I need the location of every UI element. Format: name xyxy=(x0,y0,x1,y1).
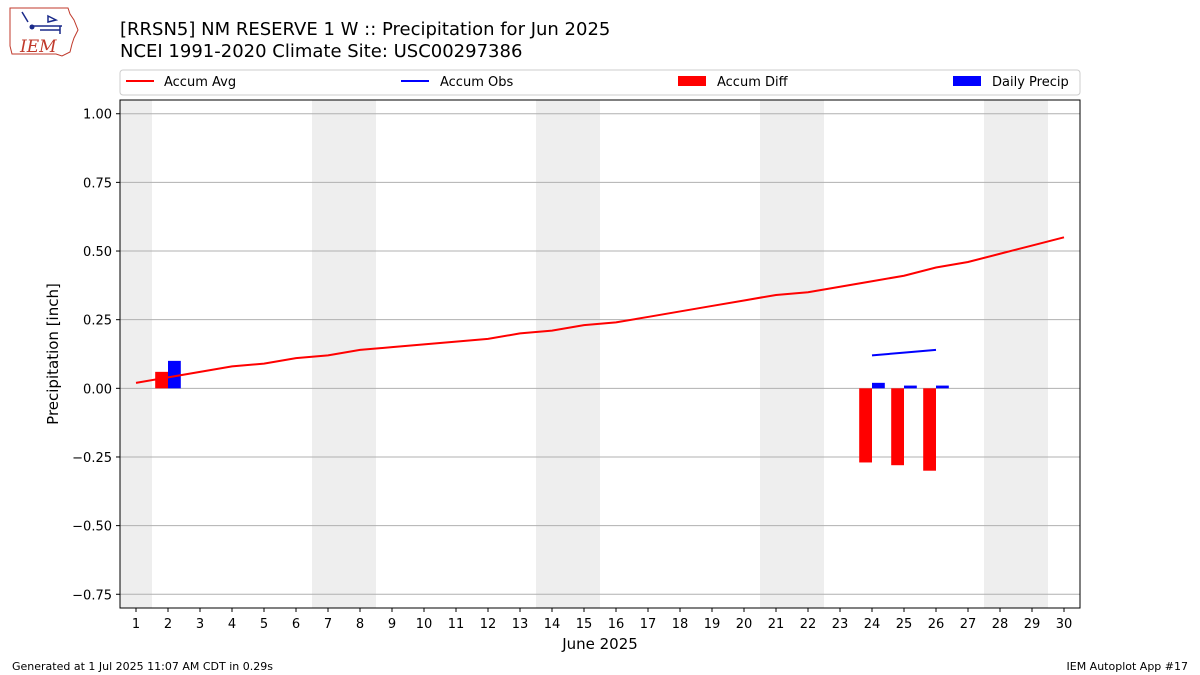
weekend-band xyxy=(536,100,600,608)
y-tick-label: 0.00 xyxy=(83,382,112,397)
weekend-band xyxy=(312,100,376,608)
weather-icon xyxy=(21,11,62,34)
logo-text: IEM xyxy=(19,37,57,57)
legend-label-daily-precip: Daily Precip xyxy=(992,75,1069,90)
daily-precip-bar xyxy=(168,360,181,389)
x-axis: 1 2 3 4 5 6 7 8 9 10 11 12 13 14 15 16 17 18 19 20 21 22 23 24 2… xyxy=(132,608,1072,632)
x-tick-label: 4 xyxy=(228,617,236,632)
legend-swatch-accum-diff xyxy=(678,76,706,86)
accum-obs-line xyxy=(871,348,937,357)
x-tick-label: 18 xyxy=(672,617,689,632)
accum-diff-bar xyxy=(891,388,904,466)
weekend-bands xyxy=(120,100,1048,608)
x-tick-label: 22 xyxy=(800,617,817,632)
y-tick-label: 0.75 xyxy=(83,176,112,191)
x-tick-label: 15 xyxy=(576,617,593,632)
chart-title-line2: NCEI 1991-2020 Climate Site: USC00297386 xyxy=(120,41,522,62)
x-tick-label: 8 xyxy=(356,617,364,632)
x-tick-label: 23 xyxy=(832,617,849,632)
x-tick-label: 13 xyxy=(512,617,529,632)
x-tick-label: 17 xyxy=(640,617,657,632)
x-tick-label: 30 xyxy=(1056,617,1073,632)
y-tick-label: 0.50 xyxy=(83,245,112,260)
legend-frame xyxy=(119,69,1081,96)
x-tick-label: 28 xyxy=(992,617,1009,632)
x-tick-label: 26 xyxy=(928,617,945,632)
x-tick-label: 19 xyxy=(704,617,721,632)
x-tick-label: 14 xyxy=(544,617,561,632)
series-lines xyxy=(135,236,1065,384)
y-tick-label: 0.25 xyxy=(83,314,112,329)
weekend-band xyxy=(120,100,152,608)
x-tick-label: 12 xyxy=(480,617,497,632)
x-axis-label: June 2025 xyxy=(561,635,638,653)
legend-label-accum-avg: Accum Avg xyxy=(164,75,236,90)
y-tick-label: −0.75 xyxy=(72,588,112,603)
x-tick-label: 3 xyxy=(196,617,204,632)
x-tick-label: 16 xyxy=(608,617,625,632)
daily-precip-bar xyxy=(872,382,885,389)
x-tick-label: 7 xyxy=(324,617,332,632)
y-tick-label: −0.25 xyxy=(72,451,112,466)
bars xyxy=(155,360,949,471)
sun-dot-icon xyxy=(29,24,35,30)
x-tick-label: 21 xyxy=(768,617,785,632)
legend-label-accum-diff: Accum Diff xyxy=(717,75,789,90)
x-tick-label: 24 xyxy=(864,617,881,632)
accum-diff-bar xyxy=(859,388,872,463)
x-tick-label: 1 xyxy=(132,617,140,632)
x-tick-label: 11 xyxy=(448,617,465,632)
x-tick-label: 25 xyxy=(896,617,913,632)
accum-avg-line xyxy=(135,236,1065,384)
y-tick-label: 1.00 xyxy=(83,108,112,123)
y-tick-label: −0.50 xyxy=(72,520,112,535)
daily-precip-bar xyxy=(904,385,917,389)
y-axis-label: Precipitation [inch] xyxy=(44,283,62,425)
weekend-band xyxy=(760,100,824,608)
chart-title-line1: [RRSN5] NM RESERVE 1 W :: Precipitation … xyxy=(120,19,610,40)
weekend-band xyxy=(984,100,1048,608)
plot-frame xyxy=(119,99,1081,609)
x-tick-label: 2 xyxy=(164,617,172,632)
accum-diff-bar xyxy=(923,388,936,471)
y-axis: −0.75 −0.50 −0.25 0.00 0.25 0.50 0.75 1.00 xyxy=(72,108,120,603)
x-tick-label: 29 xyxy=(1024,617,1041,632)
app-note: IEM Autoplot App #17 xyxy=(1067,660,1189,673)
x-tick-label: 27 xyxy=(960,617,977,632)
legend-swatch-daily-precip xyxy=(953,76,981,86)
chart-legend: Accum Avg Accum Obs Accum Diff Daily Pre… xyxy=(119,69,1081,96)
x-tick-label: 10 xyxy=(416,617,433,632)
accum-diff-bar xyxy=(155,371,168,389)
iem-logo: IEM xyxy=(9,7,79,57)
generated-note: Generated at 1 Jul 2025 11:07 AM CDT in … xyxy=(12,660,273,673)
x-tick-label: 5 xyxy=(260,617,268,632)
daily-precip-bar xyxy=(936,385,949,389)
x-tick-label: 20 xyxy=(736,617,753,632)
legend-label-accum-obs: Accum Obs xyxy=(440,75,513,90)
x-tick-label: 9 xyxy=(388,617,396,632)
grid-lines xyxy=(120,113,1080,595)
x-tick-label: 6 xyxy=(292,617,300,632)
